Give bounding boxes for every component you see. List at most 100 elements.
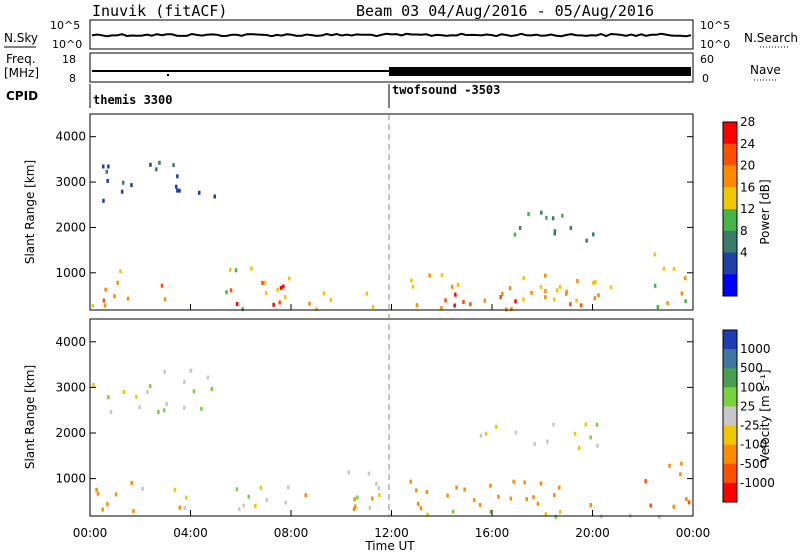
velocity-cell-1 xyxy=(132,509,135,513)
power-cell-7 xyxy=(544,289,547,293)
velocity-cell-9 xyxy=(644,479,647,484)
power-cell-4 xyxy=(250,266,253,271)
power-cell-0 xyxy=(149,162,152,167)
power-cell-0 xyxy=(213,194,216,199)
power-cell-9 xyxy=(513,232,517,237)
velocity-cell-6 xyxy=(446,493,449,498)
power-cell-4 xyxy=(276,287,279,292)
power-cell-7 xyxy=(609,285,613,290)
velocity-cell-6 xyxy=(473,498,476,503)
velocity-cell-6 xyxy=(539,481,543,486)
power-cell-1 xyxy=(116,280,119,285)
power-colorbar-swatch xyxy=(723,143,737,166)
velocity-colorbar-swatch xyxy=(723,330,737,350)
power-cell-10 xyxy=(666,301,669,306)
velocity-cell-6 xyxy=(497,494,500,499)
power-cell-7 xyxy=(522,297,525,302)
velocity-cell-3 xyxy=(247,494,250,499)
velocity-cell-7 xyxy=(596,443,599,448)
power-cell-6 xyxy=(308,301,311,306)
velocity-colorbar-tick: -25 xyxy=(740,419,760,433)
time-tick-label: 12:00 xyxy=(374,526,409,540)
power-cell-7 xyxy=(530,290,533,295)
power-cell-0 xyxy=(198,190,201,195)
power-cell-10 xyxy=(684,299,687,304)
velocity-cell-7 xyxy=(577,446,581,450)
velocity-cell-6 xyxy=(536,501,540,506)
power-cell-9 xyxy=(553,231,556,236)
velocity-cell-7 xyxy=(484,431,488,436)
power-colorbar-tick: 4 xyxy=(740,246,748,260)
velocity-cell-0 xyxy=(107,395,110,400)
velocity-cell-6 xyxy=(463,487,466,492)
nsky-strip-frame xyxy=(89,19,694,50)
velocity-cell-1 xyxy=(95,487,98,492)
velocity-cell-7 xyxy=(494,424,498,429)
power-colorbar-swatch xyxy=(723,122,737,145)
power-colorbar-tick: 8 xyxy=(740,224,748,238)
velocity-cell-7 xyxy=(573,431,577,436)
station-title: Inuvik (fitACF) xyxy=(92,2,227,20)
power-cell-7 xyxy=(575,298,578,303)
velocity-cell-5 xyxy=(356,495,359,500)
velocity-colorbar-swatch xyxy=(723,425,737,446)
power-cell-7 xyxy=(451,284,454,289)
velocity-colorbar-swatch xyxy=(723,349,737,369)
freq-tick-high: 18 xyxy=(62,53,76,66)
velocity-ytick-label: 1000 xyxy=(55,472,86,486)
power-cell-1 xyxy=(104,287,107,292)
power-cell-0 xyxy=(121,180,125,185)
power-cell-9 xyxy=(518,225,522,230)
velocity-cell-0 xyxy=(157,410,160,414)
velocity-cell-1 xyxy=(96,491,100,496)
velocity-cell-6 xyxy=(532,495,535,500)
freq-strip-frame xyxy=(89,52,694,83)
velocity-cell-4 xyxy=(353,497,356,502)
power-colorbar-tick: 20 xyxy=(740,159,755,173)
velocity-cell-2 xyxy=(183,506,186,510)
velocity-cell-0 xyxy=(210,386,213,391)
power-cell-7 xyxy=(565,291,568,296)
velocity-cell-5 xyxy=(375,481,378,486)
power-cell-0 xyxy=(158,160,161,165)
time-tick-label: 20:00 xyxy=(575,526,610,540)
velocity-cell-3 xyxy=(259,485,263,490)
power-cell-10 xyxy=(662,266,666,271)
power-cell-0 xyxy=(178,188,181,193)
power-cell-4 xyxy=(229,267,232,272)
velocity-cell-3 xyxy=(238,507,241,511)
time-tick-label: 08:00 xyxy=(274,526,309,540)
velocity-cell-7 xyxy=(584,422,588,427)
power-cell-7 xyxy=(556,288,559,293)
power-cell-8 xyxy=(453,303,456,308)
power-cell-9 xyxy=(545,215,548,220)
velocity-cell-1 xyxy=(114,492,118,497)
nsky-label: N.Sky xyxy=(4,31,38,45)
velocity-cell-0 xyxy=(92,382,95,387)
velocity-cell-6 xyxy=(455,485,458,490)
power-cell-9 xyxy=(553,229,557,234)
velocity-cell-7 xyxy=(589,435,592,440)
power-ytick-label: 2000 xyxy=(55,220,86,234)
velocity-cell-9 xyxy=(649,503,652,508)
power-cell-0 xyxy=(105,169,108,174)
power-cell-1 xyxy=(103,303,107,308)
power-cell-7 xyxy=(522,276,525,281)
power-panel-frame xyxy=(89,113,694,311)
power-cell-4 xyxy=(283,295,287,300)
velocity-cell-4 xyxy=(378,493,381,498)
power-cell-5 xyxy=(278,300,281,305)
velocity-colorbar-frame xyxy=(722,329,738,503)
power-cell-10 xyxy=(684,276,687,281)
nave-trace-twofsound xyxy=(389,67,691,76)
nsky-tick-high: 10^5 xyxy=(50,19,80,32)
power-colorbar-swatch xyxy=(723,187,737,210)
power-colorbar-swatch xyxy=(723,209,737,232)
time-axis: 00:00 04:00 08:00 12:00 16:00 20:00 00:00 xyxy=(73,304,710,540)
nave-label: Nave xyxy=(750,63,781,77)
power-cell-8 xyxy=(483,298,486,303)
velocity-cell-8 xyxy=(559,509,562,514)
velocity-ytick-label: 4000 xyxy=(55,335,86,349)
power-range-axis-title: Slant Range [km] xyxy=(23,160,37,264)
velocity-cell-6 xyxy=(525,497,528,502)
